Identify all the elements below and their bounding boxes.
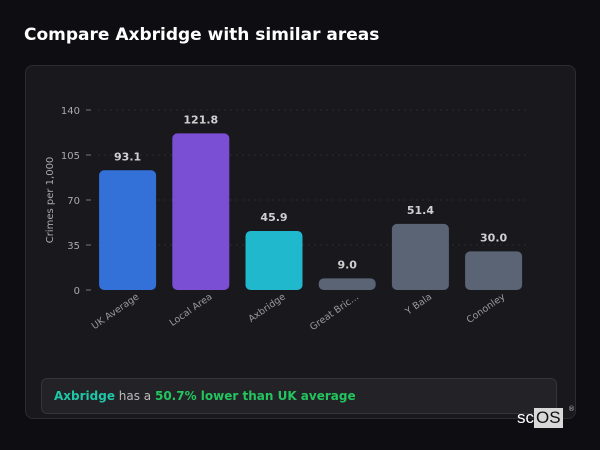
x-tick-label: Great Bric... (308, 291, 361, 333)
y-tick-label: 140 (61, 106, 80, 117)
summary-comparison: 50.7% lower than UK average (154, 389, 356, 403)
bar (172, 133, 230, 290)
summary-text: has a (114, 389, 155, 403)
y-tick-label: 70 (67, 196, 80, 207)
scos-logo: sc OS (517, 408, 563, 428)
data-label: 51.4 (407, 204, 434, 217)
page-title: Compare Axbridge with similar areas (24, 25, 380, 45)
y-tick-label: 0 (74, 286, 80, 297)
data-label: 93.1 (114, 150, 141, 163)
data-label: 121.8 (183, 113, 218, 126)
bar (318, 278, 376, 290)
bar (465, 251, 523, 290)
x-tick-label: UK Average (90, 291, 142, 332)
y-axis-label: Crimes per 1,000 (45, 157, 56, 244)
x-tick-label: Y Bala (403, 291, 434, 318)
bar (99, 170, 157, 290)
registered-mark: ® (568, 405, 575, 413)
y-tick-label: 105 (61, 151, 80, 162)
y-tick-label: 35 (67, 241, 80, 252)
x-tick-label: Axbridge (247, 291, 288, 325)
data-label: 9.0 (337, 258, 357, 271)
logo-right: OS (534, 408, 563, 428)
bar (245, 230, 303, 290)
data-label: 45.9 (260, 211, 287, 224)
data-label: 30.0 (480, 231, 507, 244)
x-tick-label: Cononley (465, 291, 508, 326)
summary-box: Axbridge has a 50.7% lower than UK avera… (41, 378, 557, 414)
logo-left: sc (517, 408, 534, 427)
bar (391, 223, 449, 290)
x-tick-label: Local Area (168, 291, 215, 328)
summary-area: Axbridge (54, 389, 115, 403)
